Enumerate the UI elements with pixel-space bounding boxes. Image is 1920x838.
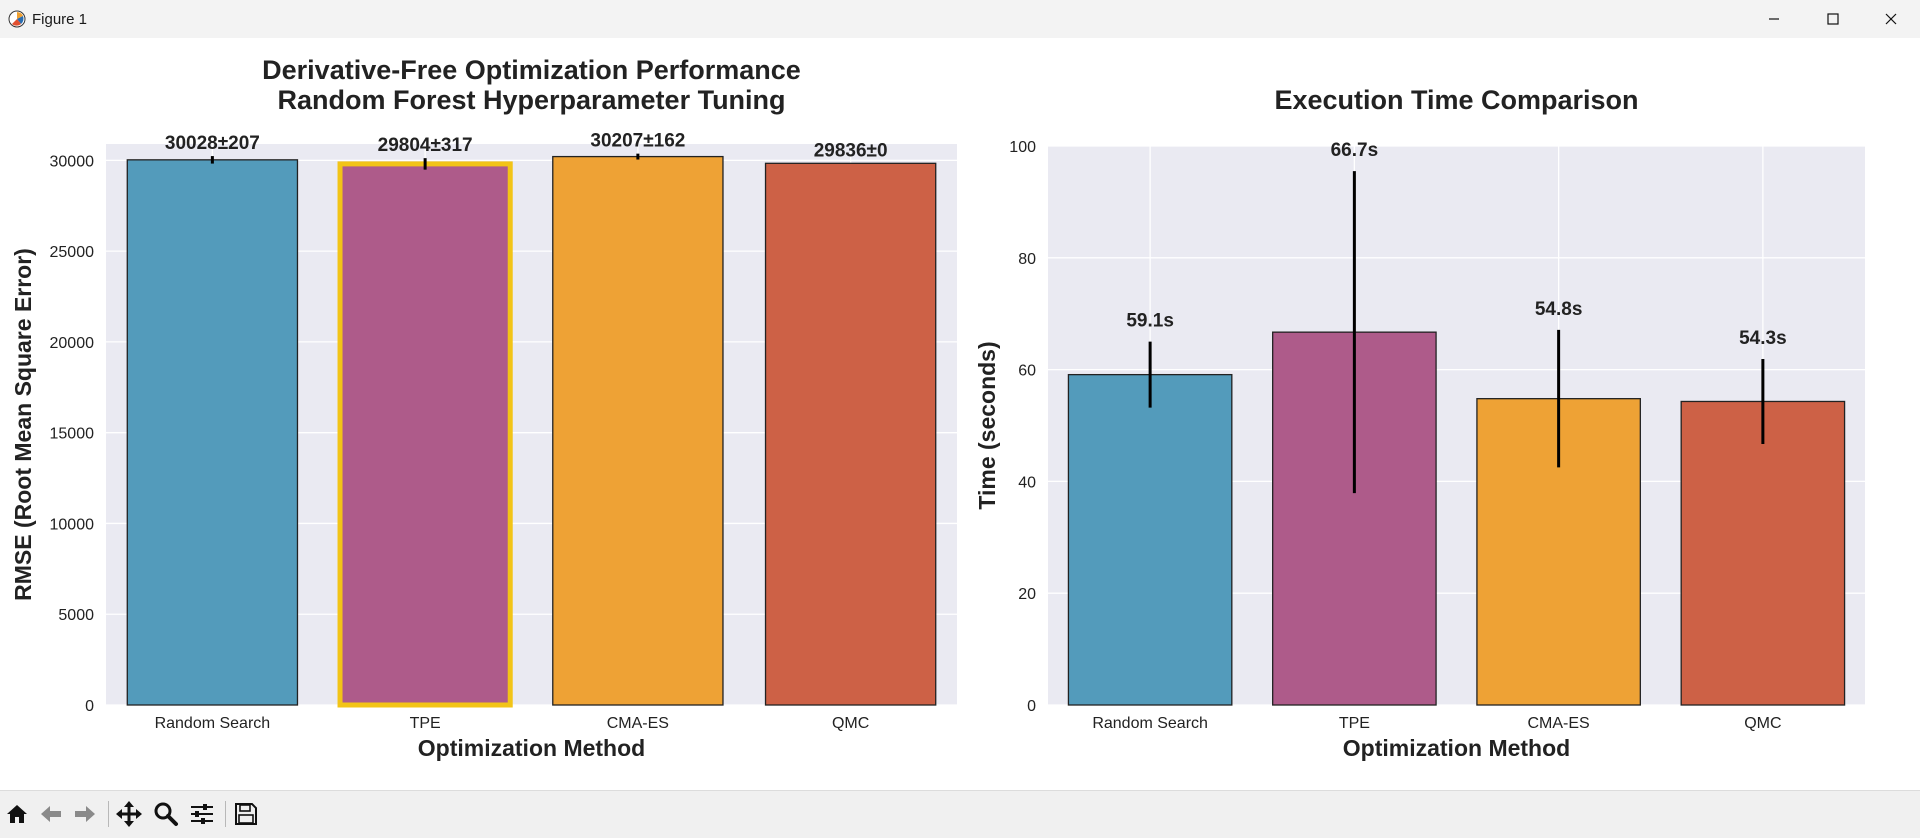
back-button[interactable]: [36, 799, 66, 829]
chart-title: Derivative-Free Optimization Performance…: [262, 55, 801, 115]
x-tick-label: QMC: [1744, 715, 1781, 732]
bar-tpe: [337, 161, 513, 708]
bar-qmc: [764, 162, 937, 706]
close-icon: [1885, 13, 1897, 25]
y-tick-label: 0: [1027, 698, 1036, 715]
home-button[interactable]: [2, 799, 32, 829]
minimize-button[interactable]: [1745, 0, 1803, 38]
y-axis-label: RMSE (Root Mean Square Error): [10, 248, 36, 601]
maximize-icon: [1827, 13, 1839, 25]
forward-arrow-icon: [75, 806, 95, 822]
data-label: 54.8s: [1535, 299, 1583, 320]
toolbar-separator: [108, 801, 109, 827]
y-axis-label: Time (seconds): [974, 341, 1000, 509]
y-tick-label: 5000: [58, 607, 94, 624]
y-tick-label: 60: [1018, 363, 1036, 380]
y-tick-label: 0: [85, 698, 94, 715]
forward-button[interactable]: [70, 799, 100, 829]
y-tick-label: 30000: [50, 153, 95, 170]
y-tick-label: 10000: [50, 516, 95, 533]
zoom-button[interactable]: [151, 799, 181, 829]
figure-canvas: 0 5000 10000 15000 20000 25000 30000 30028±207 2…: [0, 38, 1920, 790]
data-label: 59.1s: [1126, 311, 1174, 332]
x-tick-label: QMC: [832, 715, 869, 732]
data-label: 30028±207: [165, 133, 260, 154]
pan-move-icon: [116, 801, 142, 827]
bar-random-search: [1067, 373, 1233, 706]
data-label: 29804±317: [378, 135, 473, 156]
pan-button[interactable]: [114, 799, 144, 829]
chart-title-line: Execution Time Comparison: [1274, 85, 1638, 115]
y-tick-label: 100: [1009, 139, 1036, 156]
figure-svg: 0 5000 10000 15000 20000 25000 30000 30028±207 2…: [10, 55, 1865, 761]
save-button[interactable]: [231, 799, 261, 829]
configure-subplots-icon: [191, 804, 213, 824]
x-axis-label: Optimization Method: [1343, 735, 1570, 761]
y-tick-label: 25000: [50, 244, 95, 261]
data-label: 54.3s: [1739, 328, 1787, 349]
y-tick-label: 80: [1018, 251, 1036, 268]
x-tick-label: TPE: [1339, 715, 1370, 732]
minimize-icon: [1769, 18, 1779, 20]
window-titlebar: Figure 1: [0, 0, 1920, 39]
matplotlib-app-icon: [8, 10, 26, 28]
x-tick-label: Random Search: [1092, 715, 1208, 732]
maximize-button[interactable]: [1804, 0, 1862, 38]
x-tick-label: CMA-ES: [607, 715, 669, 732]
chart-title-line: Random Forest Hyperparameter Tuning: [277, 85, 785, 115]
x-tick-label: CMA-ES: [1528, 715, 1590, 732]
zoom-magnifier-icon: [154, 802, 178, 826]
y-tick-label: 20: [1018, 586, 1036, 603]
data-label: 29836±0: [814, 140, 888, 161]
window-title: Figure 1: [32, 11, 88, 28]
save-floppy-icon: [235, 803, 257, 825]
home-icon: [7, 805, 27, 823]
x-tick-label: Random Search: [155, 715, 271, 732]
y-tick-label: 20000: [50, 335, 95, 352]
chart-title-line: Derivative-Free Optimization Performance: [262, 55, 801, 85]
x-axis-label: Optimization Method: [418, 735, 645, 761]
toolbar-separator: [225, 801, 226, 827]
y-tick-label: 40: [1018, 474, 1036, 491]
chart-title: Execution Time Comparison: [1274, 85, 1638, 115]
data-label: 66.7s: [1331, 140, 1379, 161]
x-tick-label: TPE: [410, 715, 441, 732]
bar-qmc: [1680, 400, 1846, 706]
navigation-toolbar: [0, 790, 1920, 838]
y-tick-label: 15000: [50, 426, 95, 443]
close-button[interactable]: [1862, 0, 1920, 38]
bar-random-search: [126, 159, 299, 706]
data-label: 30207±162: [590, 131, 685, 152]
configure-subplots-button[interactable]: [187, 799, 217, 829]
bar-cma-es: [552, 155, 724, 706]
back-arrow-icon: [41, 806, 61, 822]
